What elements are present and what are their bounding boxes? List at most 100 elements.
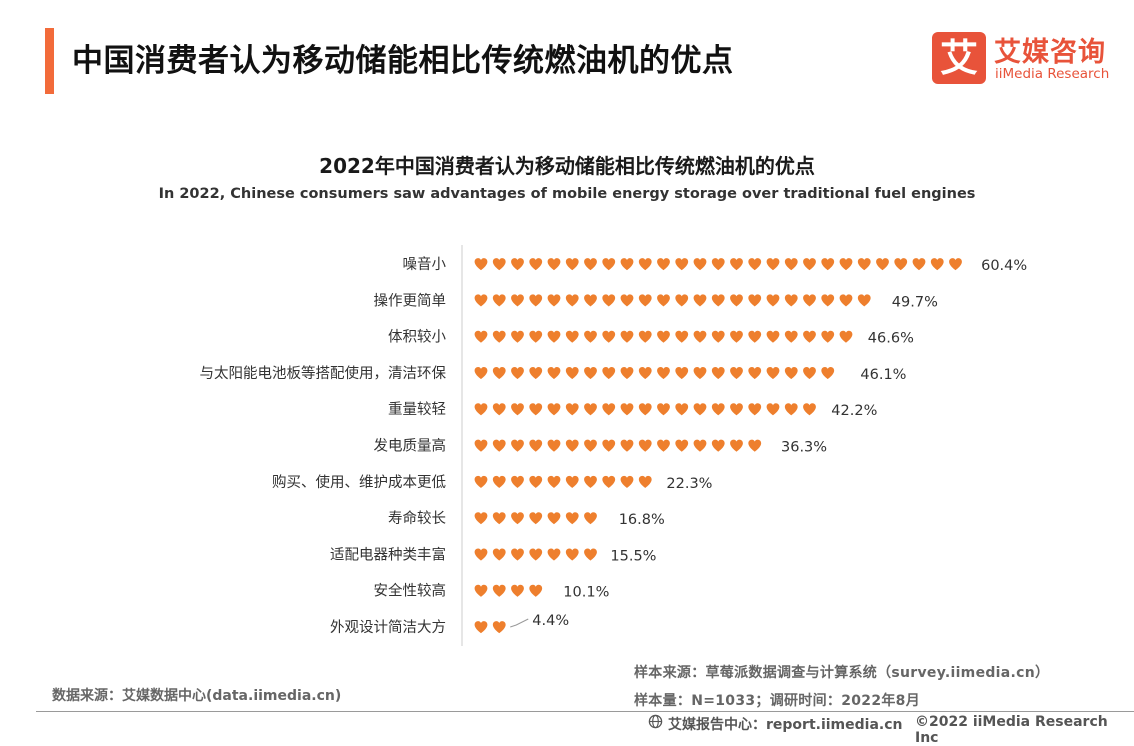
- heart-mark: [547, 258, 561, 271]
- category-label: 安全性较高: [374, 582, 447, 600]
- copyright: ©2022 iiMedia Research Inc: [915, 714, 1108, 746]
- sample-source: 样本来源：草莓派数据调查与计算系统（survey.iimedia.cn）: [634, 665, 1050, 681]
- heart-mark: [474, 294, 488, 307]
- heart-mark: [930, 258, 944, 271]
- value-label: 36.3%: [781, 440, 827, 456]
- heart-mark: [766, 403, 780, 416]
- heart-mark: [620, 330, 634, 343]
- heart-mark: [620, 439, 634, 452]
- heart-mark: [474, 403, 488, 416]
- category-label: 适配电器种类丰富: [330, 545, 446, 563]
- heart-mark: [474, 584, 488, 597]
- heart-mark: [492, 621, 506, 634]
- heart-mark: [492, 403, 506, 416]
- heart-mark: [803, 258, 816, 271]
- heart-mark: [821, 367, 835, 379]
- heart-mark: [511, 548, 524, 561]
- category-label: 外观设计简洁大方: [330, 619, 446, 636]
- value-label: 46.1%: [860, 367, 906, 383]
- value-leader-line: [510, 618, 529, 628]
- heart-mark: [784, 258, 798, 271]
- heart-mark: [474, 621, 488, 634]
- heart-mark: [565, 294, 579, 307]
- category-label: 寿命较长: [388, 509, 446, 527]
- heart-mark: [675, 403, 689, 416]
- heart-mark: [547, 330, 561, 343]
- heart-mark: [474, 512, 488, 525]
- heart-mark: [657, 330, 670, 343]
- heart-mark: [657, 439, 670, 452]
- heart-mark: [565, 403, 579, 416]
- heart-mark: [620, 294, 634, 307]
- heart-mark: [784, 330, 798, 343]
- heart-mark: [767, 440, 780, 452]
- heart-mark: [711, 439, 725, 452]
- heart-mark: [529, 258, 543, 271]
- heart-mark: [876, 294, 889, 306]
- heart-mark: [511, 403, 524, 416]
- heart-mark: [547, 367, 561, 379]
- heart-mark: [547, 294, 561, 307]
- heart-mark: [529, 439, 543, 452]
- heart-mark: [638, 439, 652, 452]
- heart-mark: [766, 294, 780, 307]
- heart-mark: [693, 367, 707, 379]
- heart-mark: [711, 258, 725, 271]
- heart-mark: [730, 330, 743, 343]
- heart-mark: [602, 475, 616, 488]
- value-label: 16.8%: [619, 512, 665, 528]
- heart-mark: [675, 330, 689, 343]
- heart-mark: [857, 258, 871, 271]
- chart-title: 2022年中国消费者认为移动储能相比传统燃油机的优点: [319, 154, 815, 178]
- heart-mark: [620, 475, 634, 488]
- heart-mark: [584, 294, 597, 307]
- heart-mark: [547, 403, 561, 416]
- heart-mark: [492, 258, 506, 271]
- heart-mark: [620, 367, 634, 379]
- heart-mark: [548, 585, 561, 597]
- heart-mark: [912, 258, 926, 271]
- heart-mark: [565, 258, 579, 271]
- heart-mark: [730, 367, 743, 379]
- value-label: 60.4%: [981, 258, 1027, 274]
- report-center-link[interactable]: 艾媒报告中心：report.iimedia.cn: [668, 717, 903, 733]
- heart-mark: [748, 403, 762, 416]
- heart-mark: [657, 367, 670, 379]
- heart-mark: [657, 403, 670, 416]
- heart-mark: [584, 475, 597, 488]
- heart-mark: [492, 548, 506, 561]
- heart-mark: [565, 512, 579, 525]
- heart-mark: [547, 475, 561, 488]
- heart-mark: [620, 403, 634, 416]
- heart-mark: [693, 258, 707, 271]
- heart-mark: [839, 330, 853, 343]
- footer-divider: [36, 711, 1134, 712]
- heart-mark: [657, 258, 670, 271]
- heart-mark: [857, 294, 871, 307]
- heart-mark: [602, 403, 616, 416]
- heart-mark: [602, 294, 616, 307]
- sample-size: 样本量：N=1033；调研时间：2022年8月: [634, 693, 921, 709]
- category-label: 体积较小: [388, 328, 446, 346]
- heart-mark: [638, 475, 652, 488]
- heart-mark: [675, 294, 689, 307]
- heart-mark: [693, 403, 707, 416]
- heart-mark: [602, 512, 615, 524]
- heart-mark: [693, 294, 707, 307]
- heart-mark: [803, 403, 816, 416]
- logo-mark-icon: 艾: [932, 32, 986, 84]
- heart-mark: [492, 367, 506, 379]
- value-label: 46.6%: [868, 331, 914, 347]
- heart-mark: [492, 294, 506, 307]
- heart-mark: [511, 367, 524, 379]
- value-label: 4.4%: [532, 613, 569, 629]
- chart-subtitle: In 2022, Chinese consumers saw advantage…: [158, 186, 976, 202]
- category-label: 购买、使用、维护成本更低: [272, 474, 446, 491]
- heart-mark: [894, 258, 908, 271]
- heart-mark: [565, 439, 579, 452]
- heart-mark: [748, 367, 762, 379]
- heart-mark: [492, 584, 506, 597]
- heart-mark: [584, 439, 597, 452]
- heart-mark: [584, 258, 597, 271]
- heart-mark: [492, 475, 506, 488]
